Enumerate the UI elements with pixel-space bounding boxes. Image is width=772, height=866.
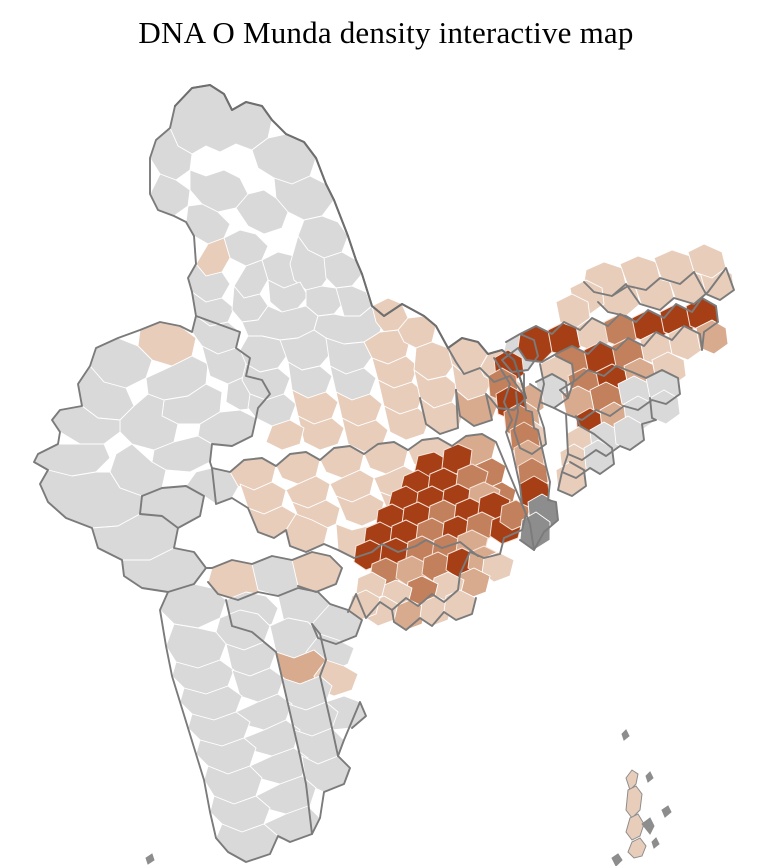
page-title: DNA O Munda density interactive map: [138, 15, 634, 50]
region-odisha-coast[interactable]: [347, 551, 515, 631]
region-west-india[interactable]: [33, 315, 271, 593]
region-gangetic-plain[interactable]: [239, 297, 527, 453]
india-choropleth-map[interactable]: [0, 58, 772, 866]
country-outline: [174, 84, 527, 399]
region-munda-hotspot[interactable]: [353, 443, 531, 589]
region-andaman-nicobar-islands[interactable]: [145, 729, 672, 866]
region-north-india[interactable]: [185, 203, 373, 327]
region-south-india[interactable]: [159, 551, 367, 863]
map-canvas[interactable]: [0, 58, 772, 866]
